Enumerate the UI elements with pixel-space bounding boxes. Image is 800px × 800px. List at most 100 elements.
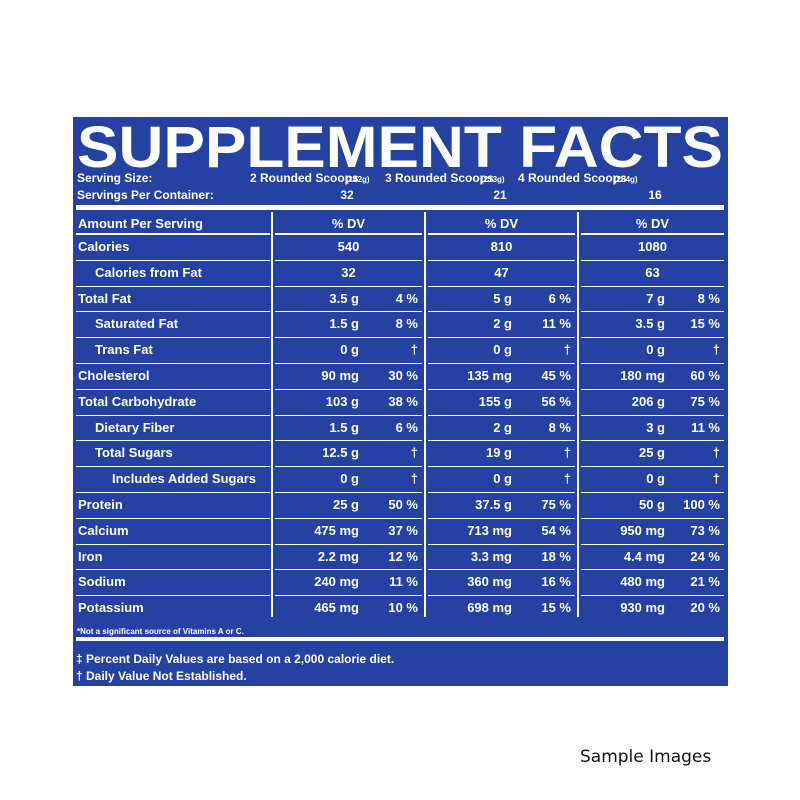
- amount: 1.5 g: [329, 419, 359, 435]
- daily-value: †: [712, 342, 720, 358]
- rule: [275, 311, 422, 313]
- rule: [275, 259, 422, 261]
- rule: [76, 543, 270, 545]
- amount: 180 mg: [620, 368, 665, 383]
- servings-count: 16: [648, 188, 662, 202]
- rule: [428, 492, 575, 493]
- serving-grams: (213g): [481, 175, 505, 184]
- amount: 63: [645, 264, 660, 280]
- daily-value: 11 %: [389, 574, 418, 590]
- amount: 50 g: [638, 497, 665, 512]
- daily-value: 73 %: [690, 522, 720, 538]
- rule: [76, 285, 270, 287]
- rule: [275, 492, 422, 493]
- rule: [76, 233, 270, 235]
- rule: [275, 543, 422, 545]
- amount: 465 mg: [314, 600, 359, 616]
- daily-value: 15 %: [690, 316, 720, 332]
- amount: 240 mg: [314, 574, 359, 590]
- rule: [275, 440, 422, 442]
- rule: [275, 388, 422, 390]
- amount: 2.2 mg: [317, 548, 359, 564]
- daily-value: 45 %: [541, 368, 571, 383]
- amount: 475 mg: [314, 522, 359, 538]
- amount: 480 mg: [620, 574, 665, 590]
- amount: 0 g: [493, 471, 512, 487]
- daily-value: 54 %: [541, 522, 571, 538]
- header-cell: Amount Per Serving: [78, 216, 203, 231]
- footnote: ‡ Percent Daily Values are based on a 2,…: [76, 652, 395, 666]
- daily-value: †: [410, 471, 418, 487]
- rule: [76, 637, 724, 641]
- rule: [428, 259, 575, 261]
- header-cell: % DV: [635, 216, 670, 231]
- title-box: SUPPLEMENT FACTS: [77, 117, 723, 172]
- nutrient-label: Protein: [78, 497, 123, 512]
- rule: [275, 466, 422, 468]
- daily-value: 6 %: [548, 290, 571, 306]
- amount: 810: [490, 239, 513, 254]
- daily-value: 8 %: [395, 316, 418, 332]
- rule: [581, 492, 724, 493]
- rule: [581, 285, 724, 287]
- nutrient-label: Cholesterol: [78, 368, 150, 383]
- rule: [428, 543, 575, 545]
- rule: [581, 337, 724, 339]
- rule: [581, 414, 724, 416]
- amount: 2 g: [493, 419, 512, 435]
- amount: 5 g: [493, 290, 512, 306]
- nutrient-label: Potassium: [78, 600, 144, 616]
- rule: [428, 595, 575, 597]
- amount: 37.5 g: [475, 497, 512, 512]
- rule: [76, 569, 270, 571]
- rule: [76, 440, 270, 442]
- rule: [76, 466, 270, 468]
- amount: 3.3 mg: [470, 548, 512, 564]
- amount: 12.5 g: [322, 445, 359, 461]
- daily-value: 10 %: [388, 600, 418, 616]
- daily-value: 4 %: [395, 290, 418, 306]
- serving-grams: (142g): [346, 175, 370, 184]
- nutrient-label: Calories: [78, 239, 130, 254]
- servings-label: Servings Per Container:: [77, 188, 214, 202]
- amount: 0 g: [340, 471, 359, 487]
- daily-value: 60 %: [690, 368, 720, 383]
- header-cell: % DV: [331, 216, 366, 231]
- rule: [275, 285, 422, 287]
- amount: 0 g: [646, 342, 665, 358]
- rule: [428, 363, 575, 364]
- rule: [428, 388, 575, 390]
- amount: 1080: [638, 239, 667, 254]
- amount: 0 g: [646, 471, 665, 487]
- nutrient-label: Includes Added Sugars: [112, 471, 256, 487]
- rule: [76, 517, 270, 519]
- footnote-vitamins: *Not a significant source of Vitamins A …: [77, 627, 244, 636]
- daily-value: †: [563, 471, 571, 487]
- rule: [275, 595, 422, 597]
- rule: [581, 388, 724, 390]
- amount: 3.5 g: [329, 290, 359, 306]
- nutrient-label: Total Carbohydrate: [78, 393, 197, 409]
- rule: [275, 337, 422, 339]
- daily-value: 16 %: [541, 574, 571, 590]
- amount: 2 g: [493, 316, 512, 332]
- rule: [577, 212, 579, 617]
- amount: 47: [494, 264, 509, 280]
- amount: 155 g: [478, 393, 512, 409]
- rule: [581, 363, 724, 364]
- rule: [76, 337, 270, 339]
- rule: [76, 595, 270, 597]
- daily-value: 11 %: [542, 316, 571, 332]
- rule: [581, 543, 724, 545]
- amount: 0 g: [493, 342, 512, 358]
- amount: 3 g: [646, 419, 665, 435]
- daily-value: 37 %: [388, 522, 418, 538]
- rule: [428, 337, 575, 339]
- rule: [76, 363, 270, 364]
- daily-value: 12 %: [388, 548, 418, 564]
- amount: 360 mg: [467, 574, 512, 590]
- rule: [424, 212, 426, 617]
- serving-size: 4 Rounded Scoops: [518, 171, 627, 185]
- daily-value: †: [410, 445, 418, 461]
- header-cell: % DV: [484, 216, 519, 231]
